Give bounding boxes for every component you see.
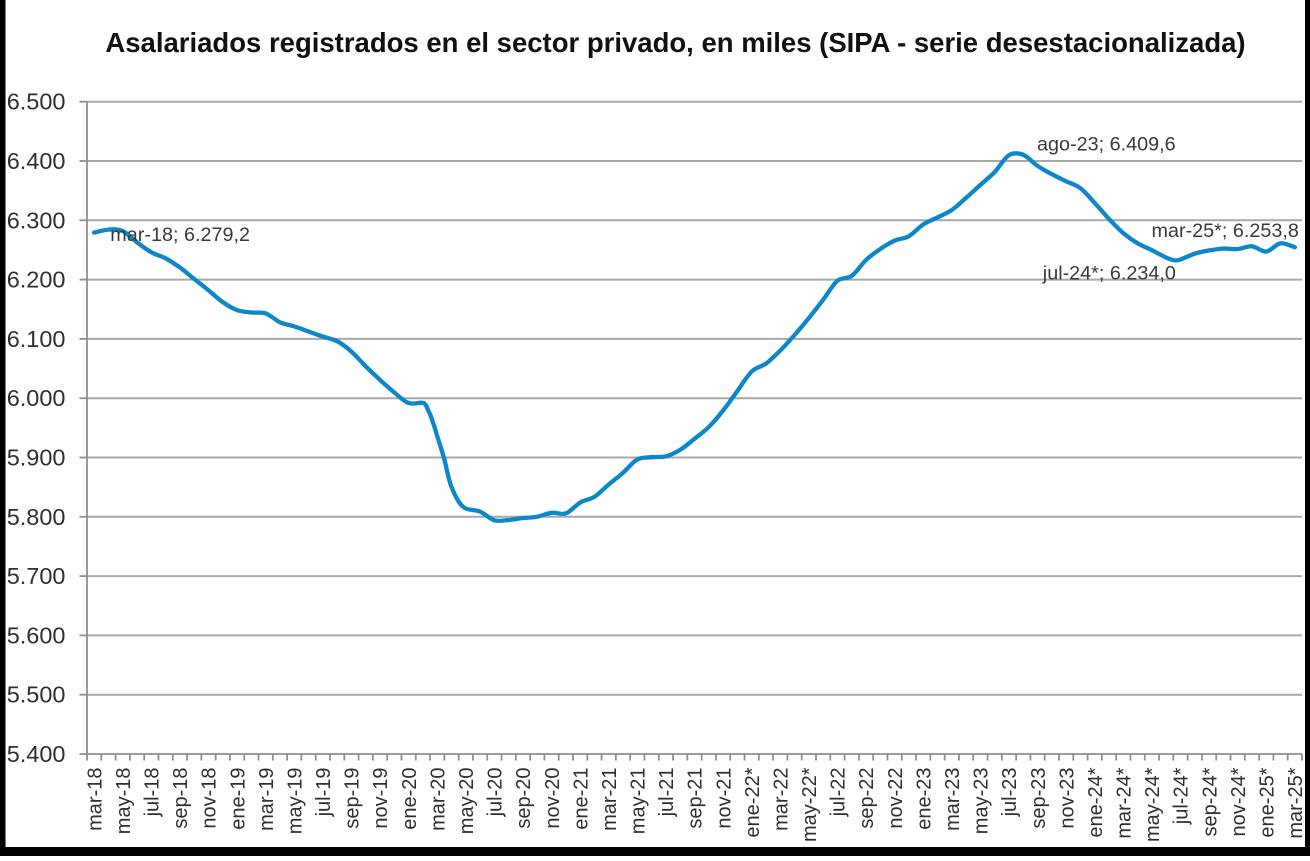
svg-text:nov-18: nov-18 <box>199 768 221 829</box>
svg-text:mar-19: mar-19 <box>256 768 278 831</box>
svg-text:6.400: 6.400 <box>7 148 66 174</box>
svg-text:5.600: 5.600 <box>7 622 66 648</box>
svg-text:5.800: 5.800 <box>7 504 66 530</box>
svg-text:jul-20: jul-20 <box>485 768 507 818</box>
svg-text:5.900: 5.900 <box>7 445 66 471</box>
svg-text:6.000: 6.000 <box>7 385 66 411</box>
svg-text:jul-22: jul-22 <box>828 768 850 818</box>
svg-text:sep-20: sep-20 <box>513 768 535 829</box>
svg-text:Asalariados registrados en el: Asalariados registrados en el sector pri… <box>105 27 1245 58</box>
svg-text:ene-21: ene-21 <box>570 768 592 830</box>
svg-text:mar-21: mar-21 <box>599 768 621 831</box>
svg-text:sep-22: sep-22 <box>856 768 878 829</box>
svg-text:sep-23: sep-23 <box>1028 768 1050 829</box>
svg-text:nov-23: nov-23 <box>1056 768 1078 829</box>
svg-text:mar-23: mar-23 <box>942 768 964 831</box>
svg-text:jul-24*: jul-24* <box>1171 767 1193 825</box>
svg-text:5.700: 5.700 <box>7 563 66 589</box>
svg-text:6.200: 6.200 <box>7 267 66 293</box>
svg-text:nov-20: nov-20 <box>542 768 564 829</box>
svg-text:nov-21: nov-21 <box>713 768 735 829</box>
svg-text:may-18: may-18 <box>113 768 135 835</box>
svg-text:6.300: 6.300 <box>7 207 66 233</box>
svg-text:may-24*: may-24* <box>1142 767 1164 842</box>
svg-text:sep-21: sep-21 <box>685 768 707 829</box>
svg-text:mar-25*: mar-25* <box>1285 767 1307 838</box>
svg-text:mar-18; 6.279,2: mar-18; 6.279,2 <box>110 224 250 246</box>
svg-text:mar-22: mar-22 <box>771 768 793 831</box>
svg-text:mar-20: mar-20 <box>427 768 449 831</box>
svg-text:jul-24*; 6.234,0: jul-24*; 6.234,0 <box>1042 263 1176 285</box>
svg-text:6.100: 6.100 <box>7 326 66 352</box>
svg-text:5.500: 5.500 <box>7 682 66 708</box>
svg-text:ago-23; 6.409,6: ago-23; 6.409,6 <box>1037 134 1176 156</box>
svg-text:jul-19: jul-19 <box>313 768 335 818</box>
svg-text:ene-20: ene-20 <box>399 768 421 830</box>
svg-text:mar-24*: mar-24* <box>1114 767 1136 838</box>
svg-text:ene-24*: ene-24* <box>1085 767 1107 837</box>
svg-text:may-23: may-23 <box>971 768 993 835</box>
svg-text:may-20: may-20 <box>456 768 478 835</box>
svg-text:jul-18: jul-18 <box>142 768 164 818</box>
svg-text:nov-19: nov-19 <box>370 768 392 829</box>
svg-text:ene-22*: ene-22* <box>742 767 764 837</box>
svg-text:may-19: may-19 <box>285 768 307 835</box>
svg-text:may-21: may-21 <box>628 768 650 835</box>
svg-text:ene-25*: ene-25* <box>1257 767 1279 837</box>
svg-text:sep-24*: sep-24* <box>1199 767 1221 836</box>
svg-text:mar-18: mar-18 <box>84 768 106 831</box>
svg-text:6.500: 6.500 <box>7 89 66 115</box>
svg-text:sep-18: sep-18 <box>170 768 192 829</box>
svg-text:jul-23: jul-23 <box>999 768 1021 818</box>
svg-text:ene-23: ene-23 <box>913 768 935 830</box>
svg-text:sep-19: sep-19 <box>342 768 364 829</box>
svg-text:ene-19: ene-19 <box>227 768 249 830</box>
svg-text:5.400: 5.400 <box>7 741 66 767</box>
svg-text:jul-21: jul-21 <box>656 768 678 818</box>
svg-text:nov-24*: nov-24* <box>1228 767 1250 836</box>
svg-text:nov-22: nov-22 <box>885 768 907 829</box>
svg-text:may-22*: may-22* <box>799 767 821 842</box>
svg-text:mar-25*; 6.253,8: mar-25*; 6.253,8 <box>1152 220 1299 242</box>
